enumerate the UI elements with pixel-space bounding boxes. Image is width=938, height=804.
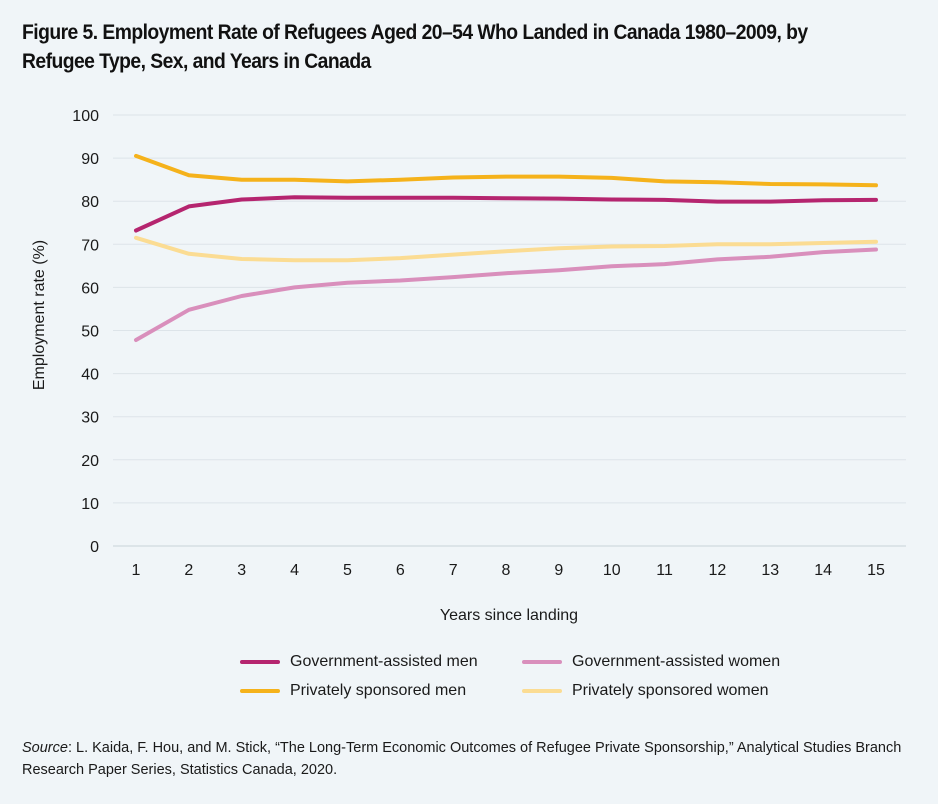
series-lines [134, 153, 878, 342]
x-tick-label: 10 [603, 562, 621, 579]
x-tick-label: 11 [656, 562, 673, 579]
y-tick-label: 100 [72, 108, 99, 125]
legend-item: Privately sponsored men [240, 681, 522, 701]
y-tick-label: 40 [81, 367, 99, 384]
source-label: Source [22, 740, 68, 756]
legend-item: Government-assisted women [522, 652, 822, 672]
source-note: Source: L. Kaida, F. Hou, and M. Stick, … [22, 737, 922, 781]
legend-item: Privately sponsored women [522, 681, 822, 701]
y-axis-title: Employment rate (%) [31, 240, 48, 390]
legend-swatch [522, 689, 562, 693]
source-text: : L. Kaida, F. Hou, and M. Stick, “The L… [22, 740, 902, 778]
x-tick-label: 1 [132, 562, 141, 579]
series-line-government-assisted-men [134, 195, 878, 233]
y-tick-label: 90 [81, 151, 99, 168]
y-tick-label: 60 [81, 280, 99, 297]
y-tick-label: 80 [81, 194, 99, 211]
series-line-government-assisted-women [134, 247, 878, 342]
y-tick-label: 30 [81, 410, 99, 427]
series-line-privately-sponsored-women [134, 235, 878, 263]
x-tick-label: 12 [709, 562, 727, 579]
y-tick-label: 0 [90, 539, 99, 556]
y-tick-label: 10 [81, 496, 99, 513]
x-tick-label: 8 [502, 562, 511, 579]
legend-label: Government-assisted women [572, 653, 781, 670]
x-tick-label: 3 [237, 562, 246, 579]
x-tick-label: 4 [290, 562, 299, 579]
legend-swatch [240, 660, 280, 664]
x-tick-label: 15 [867, 562, 885, 579]
legend-label: Privately sponsored women [572, 682, 769, 699]
x-tick-label: 6 [396, 562, 405, 579]
y-tick-label: 50 [81, 324, 99, 341]
y-tick-label: 20 [81, 453, 99, 470]
legend-item: Government-assisted men [240, 652, 522, 672]
legend-swatch [240, 689, 280, 693]
x-axis-ticks: 1 2 3 4 5 6 7 8 9 10 11 12 13 14 15 [132, 562, 885, 579]
x-tick-label: 14 [814, 562, 832, 579]
series-line-privately-sponsored-men [134, 153, 878, 188]
legend-label: Government-assisted men [290, 653, 478, 670]
y-tick-label: 70 [81, 237, 99, 254]
chart-title: Figure 5. Employment Rate of Refugees Ag… [22, 21, 808, 73]
legend-label: Privately sponsored men [290, 682, 467, 699]
x-tick-label: 2 [184, 562, 193, 579]
legend-swatch [522, 660, 562, 664]
x-axis-title: Years since landing [440, 607, 578, 624]
x-tick-label: 5 [343, 562, 352, 579]
x-tick-label: 9 [554, 562, 563, 579]
chart-legend: Government-assisted men Government-assis… [240, 652, 860, 701]
x-tick-label: 7 [449, 562, 458, 579]
y-axis-ticks: 0 10 20 30 40 50 60 70 80 90 100 [72, 108, 99, 556]
x-tick-label: 13 [761, 562, 779, 579]
